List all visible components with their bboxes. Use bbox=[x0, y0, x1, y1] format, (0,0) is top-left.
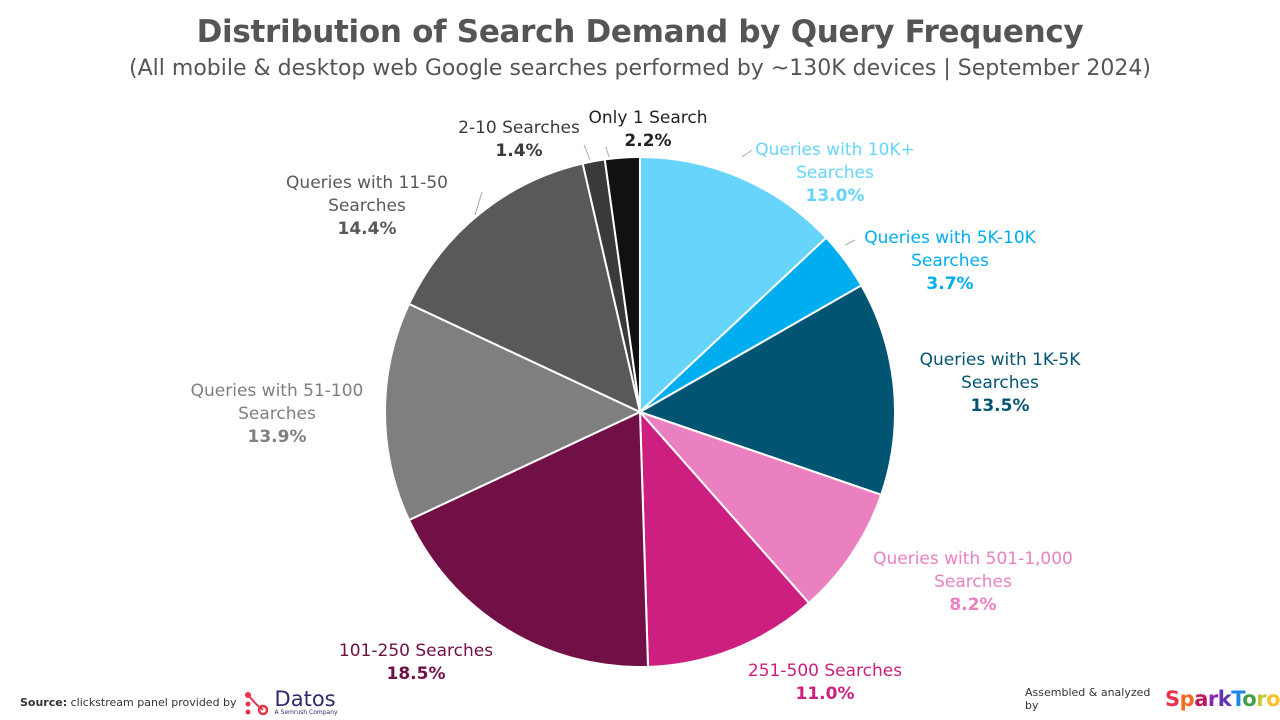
leader-line bbox=[741, 149, 753, 158]
slice-value: 14.4% bbox=[337, 219, 397, 239]
pie-slice bbox=[637, 284, 896, 497]
slice-name: Searches bbox=[934, 572, 1012, 592]
slice-value: 13.0% bbox=[805, 186, 865, 206]
slice-name: Queries with 501-1,000 bbox=[873, 549, 1073, 569]
slice-label: 101-250 Searches 18.5% bbox=[339, 640, 493, 686]
slice-value: 18.5% bbox=[386, 664, 446, 684]
pie-slice bbox=[639, 155, 828, 415]
leader-line bbox=[583, 144, 591, 161]
slice-label: Only 1 Search 2.2% bbox=[589, 107, 708, 153]
slice-value: 3.7% bbox=[926, 274, 974, 294]
chart-title: Distribution of Search Demand by Query F… bbox=[196, 14, 1084, 50]
source-text: clickstream panel provided by bbox=[70, 696, 237, 709]
slice-label: Queries with 10K+ Searches 13.0% bbox=[755, 139, 915, 208]
leader-line bbox=[844, 239, 856, 246]
slice-label: Queries with 5K-10K Searches 3.7% bbox=[864, 227, 1036, 296]
pie-slice bbox=[407, 410, 650, 668]
slice-label: Queries with 11-50 Searches 14.4% bbox=[286, 172, 448, 241]
slice-name: Searches bbox=[328, 196, 406, 216]
attribution: Assembled & analyzed by SparkToro bbox=[1025, 686, 1280, 712]
slice-name: Queries with 1K-5K bbox=[919, 350, 1081, 370]
slice-name: Searches bbox=[796, 163, 874, 183]
slice-label: Queries with 501-1,000 Searches 8.2% bbox=[873, 548, 1073, 617]
pie-slice bbox=[407, 162, 642, 414]
slice-label: 2-10 Searches 1.4% bbox=[458, 117, 580, 163]
slice-label: 251-500 Searches 11.0% bbox=[748, 660, 902, 706]
slice-value: 8.2% bbox=[949, 595, 997, 615]
slice-name: Only 1 Search bbox=[588, 108, 708, 128]
slice-value: 13.9% bbox=[247, 427, 307, 447]
pie-slice bbox=[603, 155, 641, 413]
slice-label: Queries with 1K-5K Searches 13.5% bbox=[920, 349, 1081, 418]
datos-logo: Datos A Semrush Company bbox=[274, 687, 338, 717]
leader-line bbox=[605, 146, 610, 158]
slice-name: Searches bbox=[911, 251, 989, 271]
pie-slice bbox=[636, 409, 883, 605]
slice-name: Searches bbox=[961, 373, 1039, 393]
slice-name: Queries with 5K-10K bbox=[864, 228, 1036, 248]
slice-name: 251-500 Searches bbox=[747, 661, 903, 681]
pie-slice bbox=[384, 302, 643, 522]
datos-logo-icon bbox=[244, 691, 268, 715]
chart-subtitle: (All mobile & desktop web Google searche… bbox=[129, 56, 1151, 81]
slice-name: Queries with 51-100 bbox=[190, 381, 364, 401]
sparktoro-logo: SparkToro bbox=[1165, 687, 1280, 711]
slice-value: 2.2% bbox=[624, 131, 672, 151]
slice-value: 11.0% bbox=[795, 684, 855, 704]
assembled-text: Assembled & analyzed by bbox=[1025, 686, 1151, 712]
pie-slice bbox=[638, 409, 811, 668]
slice-name: 2-10 Searches bbox=[458, 118, 580, 138]
source-label: Source: bbox=[20, 696, 68, 709]
slice-value: 13.5% bbox=[970, 396, 1030, 416]
source-note: Source: clickstream panel provided by Da… bbox=[20, 687, 338, 717]
leader-line bbox=[474, 191, 483, 216]
slice-name: 101-250 Searches bbox=[338, 641, 494, 661]
slice-name: Queries with 10K+ bbox=[755, 140, 915, 160]
slice-name: Searches bbox=[238, 404, 316, 424]
slice-label: Queries with 51-100 Searches 13.9% bbox=[191, 380, 364, 449]
slice-name: Queries with 11-50 bbox=[286, 173, 448, 193]
slice-value: 1.4% bbox=[495, 141, 543, 161]
